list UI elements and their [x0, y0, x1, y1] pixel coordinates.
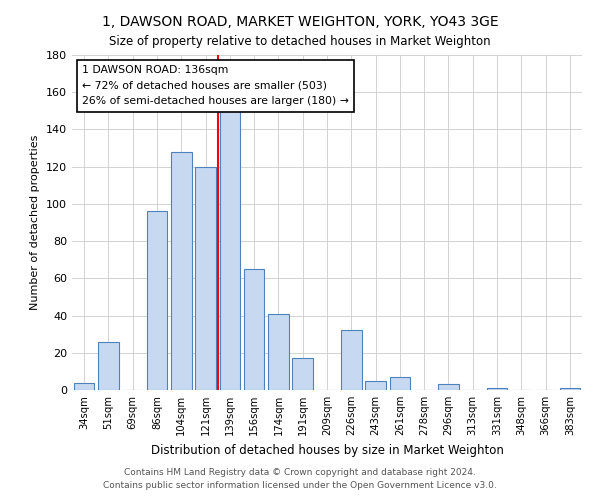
Bar	[195, 166, 216, 390]
Bar	[389, 377, 410, 390]
Bar	[560, 388, 580, 390]
Bar	[292, 358, 313, 390]
Bar	[74, 382, 94, 390]
Text: Contains HM Land Registry data © Crown copyright and database right 2024.
Contai: Contains HM Land Registry data © Crown c…	[103, 468, 497, 490]
Bar	[487, 388, 508, 390]
Bar	[146, 212, 167, 390]
Text: Size of property relative to detached houses in Market Weighton: Size of property relative to detached ho…	[109, 35, 491, 48]
Bar	[98, 342, 119, 390]
Bar	[268, 314, 289, 390]
Text: 1 DAWSON ROAD: 136sqm
← 72% of detached houses are smaller (503)
26% of semi-det: 1 DAWSON ROAD: 136sqm ← 72% of detached …	[82, 65, 349, 106]
Bar	[438, 384, 459, 390]
Text: 1, DAWSON ROAD, MARKET WEIGHTON, YORK, YO43 3GE: 1, DAWSON ROAD, MARKET WEIGHTON, YORK, Y…	[101, 15, 499, 29]
X-axis label: Distribution of detached houses by size in Market Weighton: Distribution of detached houses by size …	[151, 444, 503, 456]
Bar	[244, 269, 265, 390]
Bar	[365, 380, 386, 390]
Bar	[220, 111, 240, 390]
Bar	[341, 330, 362, 390]
Y-axis label: Number of detached properties: Number of detached properties	[31, 135, 40, 310]
Bar	[171, 152, 191, 390]
